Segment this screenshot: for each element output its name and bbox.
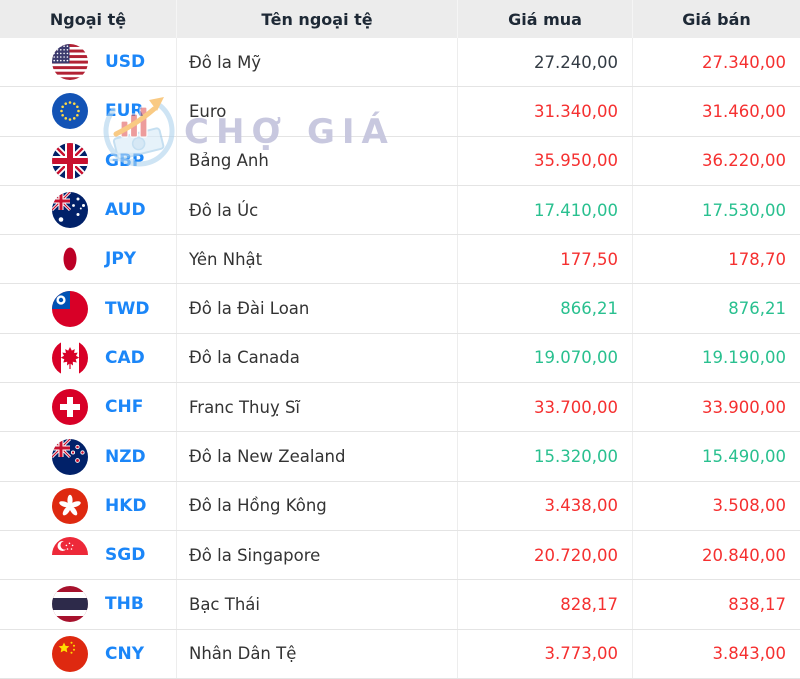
currency-cell: USD xyxy=(0,38,176,86)
sell-price: 19.190,00 xyxy=(632,333,800,383)
header-buy-price: Giá mua xyxy=(457,0,632,38)
currency-name: Đô la Canada xyxy=(176,333,457,383)
currency-cell: JPY xyxy=(0,235,176,283)
currency-name: Bạc Thái xyxy=(176,580,457,629)
buy-price: 3.438,00 xyxy=(457,481,632,530)
table-row-aud: AUD Đô la Úc 17.410,00 17.530,00 xyxy=(0,185,800,236)
table-row-hkd: HKD Đô la Hồng Kông 3.438,00 3.508,00 xyxy=(0,481,800,531)
sell-price: 838,17 xyxy=(632,580,800,629)
table-row-sgd: SGD Đô la Singapore 20.720,00 20.840,00 xyxy=(0,530,800,581)
currency-code-link[interactable]: TWD xyxy=(105,298,150,319)
currency-code-link[interactable]: HKD xyxy=(105,495,147,516)
table-row-chf: CHF Franc Thuỵ Sĩ 33.700,00 33.900,00 xyxy=(0,383,800,433)
sell-price: 27.340,00 xyxy=(632,38,800,87)
currency-name: Franc Thuỵ Sĩ xyxy=(176,383,457,432)
table-row-cny: CNY Nhân Dân Tệ 3.773,00 3.843,00 xyxy=(0,629,800,679)
table-row-gbp: GBP Bảng Anh 35.950,00 36.220,00 xyxy=(0,136,800,186)
buy-price: 19.070,00 xyxy=(457,333,632,383)
currency-cell: SGD xyxy=(0,531,176,579)
table-body: USD Đô la Mỹ 27.240,00 27.340,00 EUR Eur… xyxy=(0,38,800,679)
buy-price: 31.340,00 xyxy=(457,87,632,136)
buy-price: 866,21 xyxy=(457,284,632,333)
sell-price: 17.530,00 xyxy=(632,185,800,235)
hkd-flag-icon xyxy=(52,487,88,524)
currency-name: Đô la Singapore xyxy=(176,530,457,580)
buy-price: 33.700,00 xyxy=(457,383,632,432)
cny-flag-icon xyxy=(52,635,88,672)
currency-cell: TWD xyxy=(0,284,176,332)
sell-price: 15.490,00 xyxy=(632,432,800,481)
currency-name: Yên Nhật xyxy=(176,235,457,284)
currency-code-link[interactable]: GBP xyxy=(105,150,145,171)
currency-code-link[interactable]: CHF xyxy=(105,397,144,418)
sell-price: 876,21 xyxy=(632,284,800,333)
currency-cell: CHF xyxy=(0,383,176,431)
currency-cell: CAD xyxy=(0,334,176,382)
usd-flag-icon xyxy=(52,44,88,81)
currency-code-link[interactable]: EUR xyxy=(105,101,144,122)
aud-flag-icon xyxy=(52,192,88,229)
currency-code-link[interactable]: JPY xyxy=(105,249,137,270)
currency-name: Đô la Hồng Kông xyxy=(176,481,457,530)
currency-name: Bảng Anh xyxy=(176,136,457,185)
table-row-eur: EUR Euro 31.340,00 31.460,00 xyxy=(0,87,800,137)
currency-cell: GBP xyxy=(0,137,176,185)
buy-price: 17.410,00 xyxy=(457,185,632,235)
currency-cell: EUR xyxy=(0,87,176,135)
gbp-flag-icon xyxy=(52,142,88,179)
table-row-thb: THB Bạc Thái 828,17 838,17 xyxy=(0,580,800,630)
twd-flag-icon xyxy=(52,290,88,327)
currency-name: Nhân Dân Tệ xyxy=(176,629,457,678)
buy-price: 20.720,00 xyxy=(457,530,632,580)
header-currency-name: Tên ngoại tệ xyxy=(176,0,457,38)
currency-code-link[interactable]: CAD xyxy=(105,347,145,368)
currency-cell: CNY xyxy=(0,630,176,678)
eur-flag-icon xyxy=(52,93,88,130)
buy-price: 828,17 xyxy=(457,580,632,629)
sell-price: 3.508,00 xyxy=(632,481,800,530)
sell-price: 31.460,00 xyxy=(632,87,800,136)
currency-code-link[interactable]: THB xyxy=(105,594,144,615)
buy-price: 27.240,00 xyxy=(457,38,632,87)
sgd-flag-icon xyxy=(52,537,88,574)
currency-code-link[interactable]: NZD xyxy=(105,446,146,467)
currency-name: Đô la New Zealand xyxy=(176,432,457,481)
currency-name: Đô la Úc xyxy=(176,185,457,235)
currency-code-link[interactable]: AUD xyxy=(105,200,146,221)
jpy-flag-icon xyxy=(52,241,88,278)
sell-price: 3.843,00 xyxy=(632,629,800,678)
currency-code-link[interactable]: CNY xyxy=(105,643,145,664)
buy-price: 3.773,00 xyxy=(457,629,632,678)
currency-name: Euro xyxy=(176,87,457,136)
table-row-usd: USD Đô la Mỹ 27.240,00 27.340,00 xyxy=(0,38,800,88)
sell-price: 178,70 xyxy=(632,235,800,284)
nzd-flag-icon xyxy=(52,438,88,475)
thb-flag-icon xyxy=(52,586,88,623)
table-header-row: Ngoại tệ Tên ngoại tệ Giá mua Giá bán xyxy=(0,0,800,38)
cad-flag-icon xyxy=(52,339,88,376)
currency-name: Đô la Đài Loan xyxy=(176,284,457,333)
sell-price: 36.220,00 xyxy=(632,136,800,185)
header-sell-price: Giá bán xyxy=(632,0,800,38)
buy-price: 15.320,00 xyxy=(457,432,632,481)
currency-code-link[interactable]: SGD xyxy=(105,545,146,566)
table-row-jpy: JPY Yên Nhật 177,50 178,70 xyxy=(0,235,800,285)
buy-price: 177,50 xyxy=(457,235,632,284)
currency-cell: NZD xyxy=(0,432,176,480)
table-row-cad: CAD Đô la Canada 19.070,00 19.190,00 xyxy=(0,333,800,384)
currency-name: Đô la Mỹ xyxy=(176,38,457,87)
currency-cell: THB xyxy=(0,580,176,628)
sell-price: 20.840,00 xyxy=(632,530,800,580)
table-row-nzd: NZD Đô la New Zealand 15.320,00 15.490,0… xyxy=(0,432,800,482)
chf-flag-icon xyxy=(52,389,88,426)
currency-cell: AUD xyxy=(0,186,176,234)
currency-code-link[interactable]: USD xyxy=(105,52,146,73)
currency-cell: HKD xyxy=(0,482,176,530)
sell-price: 33.900,00 xyxy=(632,383,800,432)
buy-price: 35.950,00 xyxy=(457,136,632,185)
table-row-twd: TWD Đô la Đài Loan 866,21 876,21 xyxy=(0,284,800,334)
header-currency: Ngoại tệ xyxy=(49,9,127,29)
